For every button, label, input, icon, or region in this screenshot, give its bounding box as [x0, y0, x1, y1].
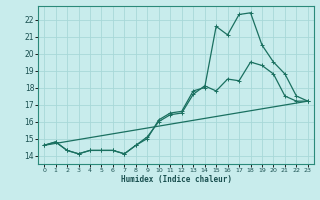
- X-axis label: Humidex (Indice chaleur): Humidex (Indice chaleur): [121, 175, 231, 184]
